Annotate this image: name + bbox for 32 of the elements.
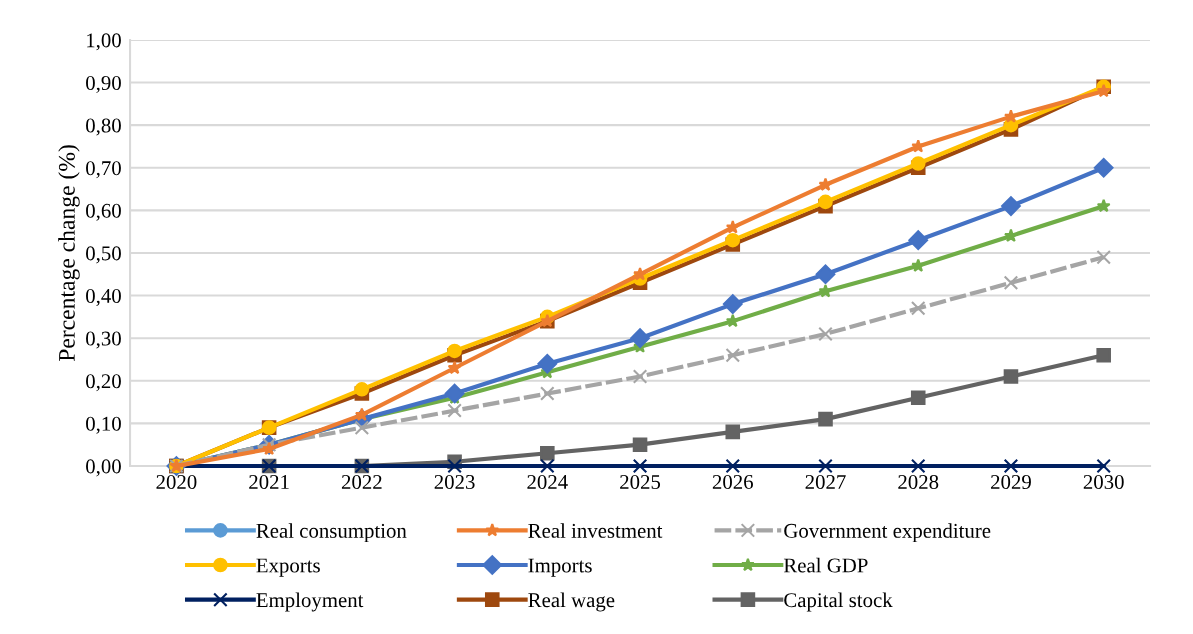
x-tick-label: 2027 bbox=[805, 474, 846, 489]
x-tick-label: 2028 bbox=[898, 474, 939, 489]
y-tick-label: 0,50 bbox=[86, 246, 121, 264]
y-tick-label: 0,30 bbox=[86, 331, 121, 349]
y-tick-label: 0,80 bbox=[86, 118, 121, 136]
x-tick-label: 2022 bbox=[341, 474, 382, 489]
legend-label: Real wage bbox=[528, 592, 615, 612]
y-tick-label: 0,90 bbox=[86, 75, 121, 93]
legend-label: Capital stock bbox=[784, 592, 893, 612]
y-tick-label: 0,20 bbox=[86, 374, 121, 392]
legend-label: Imports bbox=[528, 558, 592, 577]
y-tick-label: 0,40 bbox=[86, 288, 121, 306]
x-tick-label: 2030 bbox=[1083, 474, 1124, 489]
legend-label: Real consumption bbox=[256, 523, 407, 543]
y-tick-label: 0,70 bbox=[86, 161, 121, 179]
legend-label: Employment bbox=[256, 592, 364, 612]
legend-label: Exports bbox=[256, 558, 320, 577]
legend-label: Real GDP bbox=[783, 557, 868, 573]
x-tick-label: 2026 bbox=[712, 474, 753, 489]
y-tick-label: 0,60 bbox=[86, 203, 121, 221]
x-tick-label: 2025 bbox=[620, 474, 661, 489]
x-tick-label: 2029 bbox=[991, 474, 1031, 489]
y-tick-label: 0,10 bbox=[86, 416, 121, 434]
legend-label: Real investment bbox=[528, 523, 663, 538]
x-tick-label: 2021 bbox=[249, 474, 289, 489]
y-tick-label: 1,00 bbox=[87, 33, 121, 51]
y-axis-title: Percentage change (%) bbox=[58, 145, 80, 362]
x-tick-label: 2024 bbox=[527, 474, 568, 489]
x-tick-label: 2020 bbox=[156, 474, 197, 489]
y-tick-label: 0,00 bbox=[86, 459, 121, 477]
legend-label: Government expenditure bbox=[784, 523, 991, 543]
x-tick-label: 2023 bbox=[434, 474, 475, 489]
